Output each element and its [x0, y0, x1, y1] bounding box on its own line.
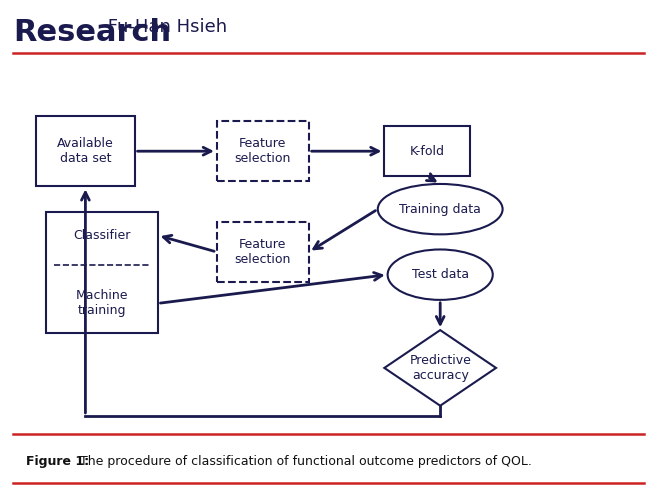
Text: Feature
selection: Feature selection — [235, 137, 291, 165]
Text: Machine
training: Machine training — [76, 289, 128, 318]
Text: Figure 1:: Figure 1: — [26, 455, 89, 468]
Text: Available
data set: Available data set — [57, 137, 114, 165]
Text: Test data: Test data — [412, 268, 468, 281]
Bar — [46, 212, 158, 333]
Bar — [217, 222, 309, 282]
Text: The procedure of classification of functional outcome predictors of QOL.: The procedure of classification of funct… — [76, 455, 532, 468]
Ellipse shape — [388, 249, 493, 300]
Text: Research: Research — [13, 18, 171, 47]
Text: Predictive
accuracy: Predictive accuracy — [409, 354, 471, 382]
Polygon shape — [384, 330, 496, 406]
Text: Classifier: Classifier — [73, 229, 131, 242]
Bar — [384, 126, 470, 176]
Text: Feature
selection: Feature selection — [235, 238, 291, 266]
Bar — [217, 121, 309, 181]
Text: Fu-Han Hsieh: Fu-Han Hsieh — [102, 18, 227, 36]
Text: Training data: Training data — [399, 203, 481, 216]
Text: K-fold: K-fold — [409, 145, 445, 158]
Ellipse shape — [378, 184, 503, 234]
Bar — [36, 116, 135, 186]
